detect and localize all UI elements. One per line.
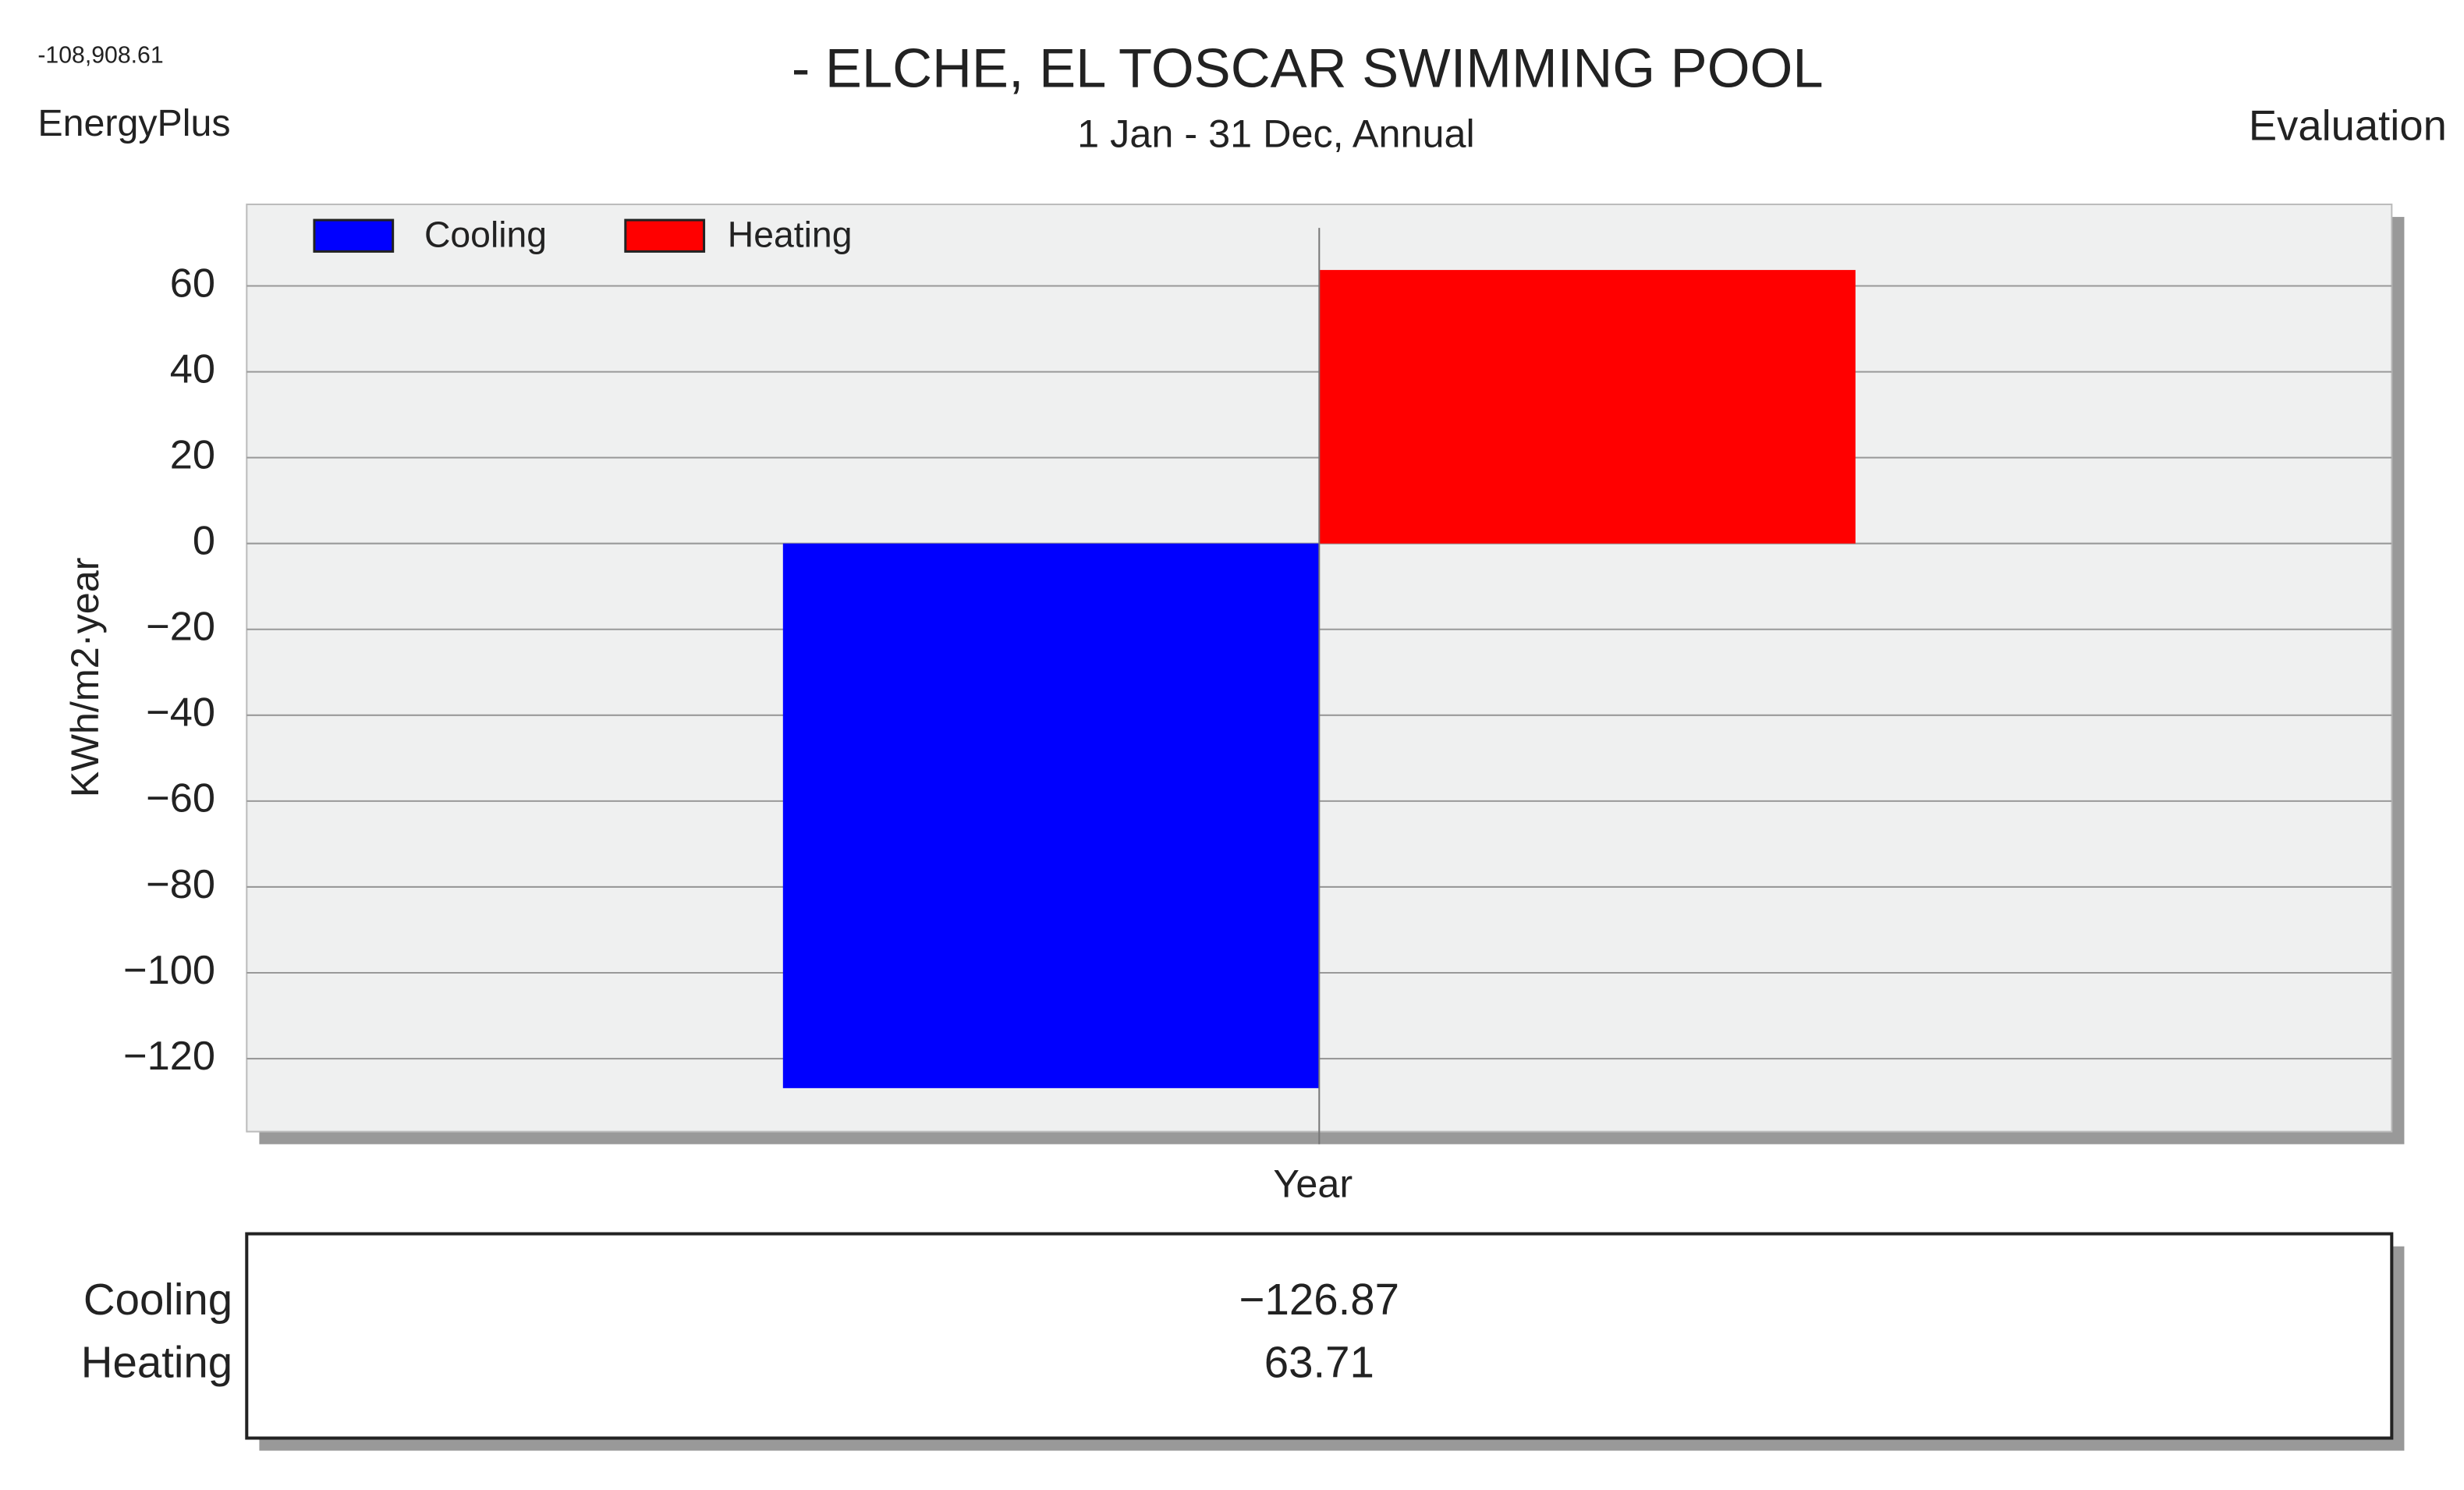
annotation: -108,908.61 (37, 43, 163, 69)
legend-label: Heating (728, 214, 853, 254)
table-row-label: Cooling (83, 1275, 232, 1324)
chart-subtitle: 1 Jan - 31 Dec, Annual (1077, 112, 1475, 156)
table-box (245, 1232, 2394, 1440)
legend-label: Cooling (424, 214, 547, 254)
y-tick-label: 60 (170, 261, 215, 306)
y-tick-label: −100 (123, 948, 215, 993)
y-tick-label: 0 (193, 519, 215, 564)
annotation: Evaluation (2249, 102, 2447, 150)
marks: −120 −100 −80 −60 −40 −20 0 20 40 60 Year −126.87 63… (81, 214, 2392, 1387)
bar (1319, 270, 1856, 544)
y-tick-label: −20 (146, 605, 215, 650)
table-value: 63.71 (1264, 1338, 1374, 1387)
table-row-label: Heating (81, 1338, 232, 1387)
bar (782, 543, 1320, 1088)
y-axis-label: KWh/m2·year (62, 557, 107, 797)
y-tick-label: −80 (146, 862, 215, 907)
legend-swatch (313, 218, 395, 253)
x-tick-label: Year (1273, 1161, 1353, 1205)
table-value: −126.87 (1239, 1275, 1399, 1324)
legend-swatch (624, 218, 706, 253)
y-tick-label: 20 (170, 432, 215, 477)
y-tick-label: −40 (146, 690, 215, 736)
annotation: EnergyPlus (37, 102, 230, 144)
y-tick-label: −120 (123, 1034, 215, 1079)
chart-title: - ELCHE, EL TOSCAR SWIMMING POOL (792, 37, 1824, 98)
y-tick-label: 40 (170, 346, 215, 392)
y-tick-label: −60 (146, 776, 215, 821)
